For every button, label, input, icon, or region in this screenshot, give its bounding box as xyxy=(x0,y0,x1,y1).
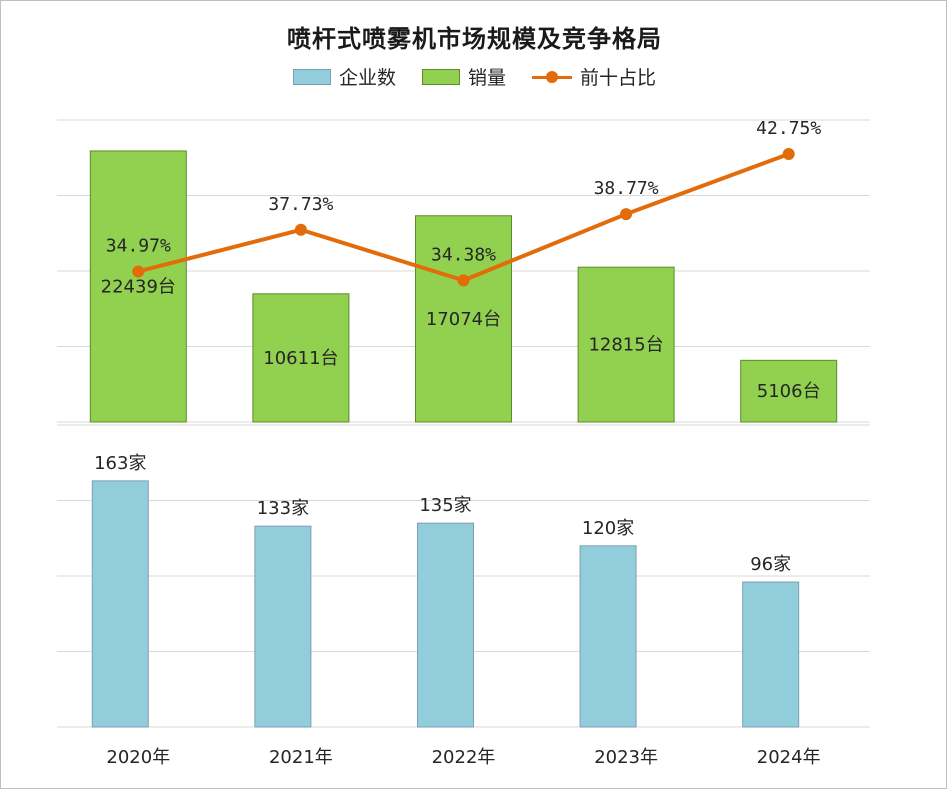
sales-data-label: 12815台 xyxy=(588,335,663,356)
legend-swatch-companies xyxy=(292,68,331,85)
companies-data-label: 133家 xyxy=(257,498,309,519)
legend-item-top10-share: 前十占比 xyxy=(532,63,656,90)
x-tick-label: 2021年 xyxy=(269,747,333,768)
sales-bar xyxy=(252,293,350,423)
companies-data-label: 163家 xyxy=(94,453,146,474)
companies-bar xyxy=(579,545,637,728)
sales-data-label: 22439台 xyxy=(101,276,176,297)
companies-bar xyxy=(417,522,474,728)
companies-data-label: 120家 xyxy=(582,518,634,539)
companies-data-label: 135家 xyxy=(419,495,471,516)
legend-item-companies: 企业数 xyxy=(292,63,396,90)
x-tick-label: 2023年 xyxy=(594,747,658,768)
top10-share-data-label: 42.75% xyxy=(756,118,821,139)
legend-swatch-top10-share xyxy=(532,69,572,85)
top10-share-data-label: 34.38% xyxy=(431,244,496,265)
companies-bar xyxy=(742,581,800,728)
sales-data-label: 17074台 xyxy=(426,309,501,330)
top10-share-data-label: 38.77% xyxy=(594,178,659,199)
companies-bar xyxy=(91,480,149,728)
sales-bar xyxy=(415,215,512,423)
top10-share-point xyxy=(782,147,795,160)
legend-item-sales: 销量 xyxy=(421,63,506,90)
legend-swatch-sales xyxy=(421,68,460,85)
sales-bar xyxy=(577,266,675,423)
top10-share-point xyxy=(132,265,145,278)
sales-bar xyxy=(740,359,838,423)
top10-share-point xyxy=(457,274,470,287)
legend-label-companies: 企业数 xyxy=(338,67,396,89)
top10-share-point xyxy=(294,223,307,236)
companies-data-label: 96家 xyxy=(750,554,791,575)
top10-share-point xyxy=(620,208,633,221)
chart-title: 喷杆式喷雾机市场规模及竞争格局 xyxy=(287,25,662,53)
top10-share-data-label: 34.97% xyxy=(106,235,171,256)
x-tick-label: 2024年 xyxy=(757,747,821,768)
x-tick-label: 2022年 xyxy=(432,747,496,768)
sales-bar xyxy=(89,150,187,423)
companies-bar xyxy=(254,525,312,728)
sales-data-label: 10611台 xyxy=(263,348,338,369)
sales-data-label: 5106台 xyxy=(757,381,821,402)
legend: 企业数 销量 前十占比 xyxy=(1,63,947,90)
top10-share-data-label: 37.73% xyxy=(268,194,333,215)
legend-label-top10-share: 前十占比 xyxy=(580,67,657,89)
x-tick-label: 2020年 xyxy=(106,747,170,768)
legend-label-sales: 销量 xyxy=(467,67,506,89)
